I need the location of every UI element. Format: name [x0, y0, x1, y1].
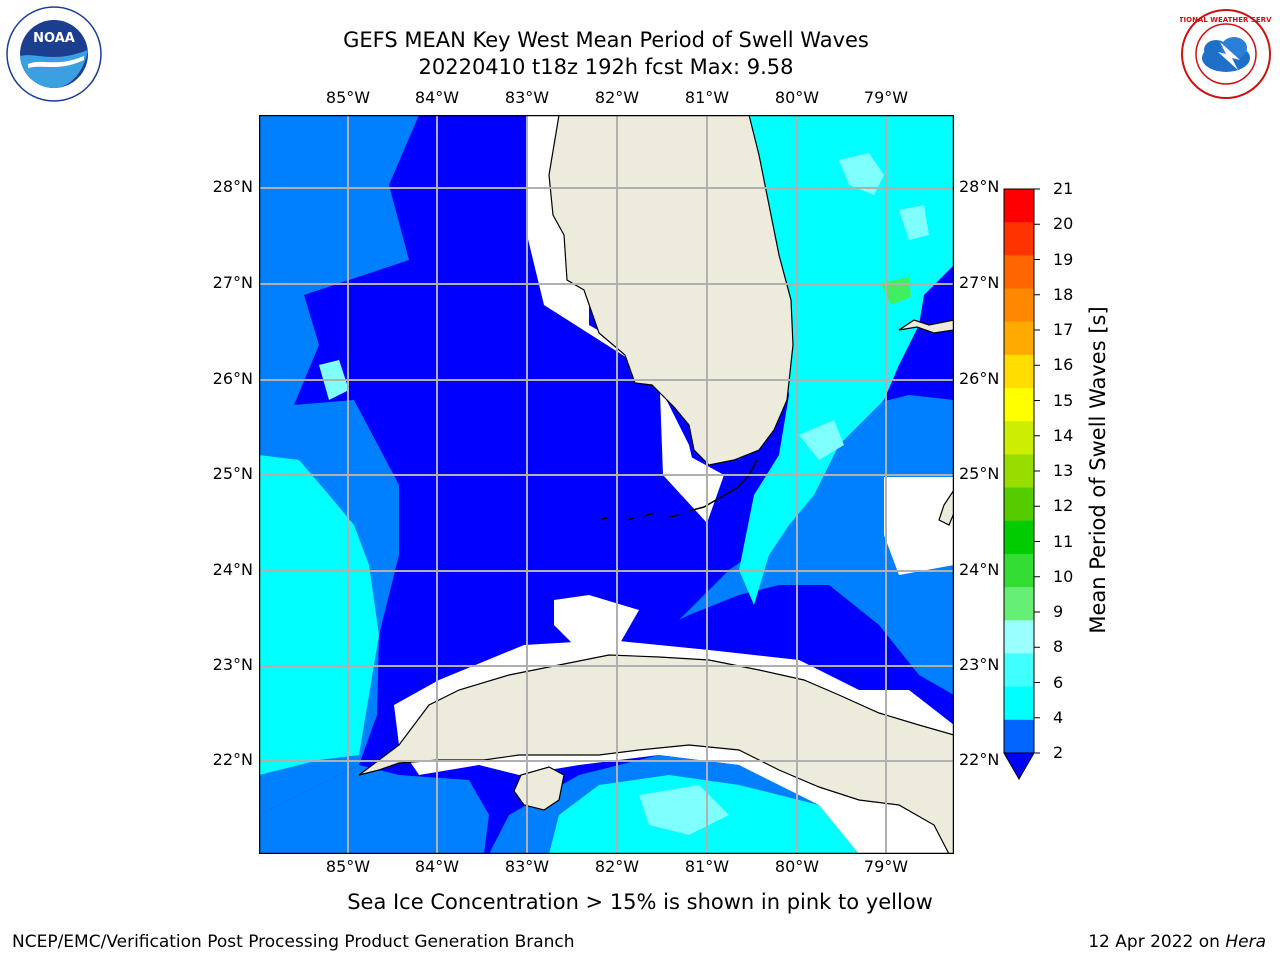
noaa-logo: NOAA — [6, 6, 102, 102]
colorbar-tick-label: 19 — [1053, 249, 1074, 269]
colorbar-swatch — [1004, 587, 1034, 621]
lat-label-left: 27°N — [212, 273, 253, 292]
colorbar-swatch — [1004, 321, 1034, 356]
lat-label-right: 24°N — [959, 560, 1000, 579]
period-8-9-patch — [799, 420, 844, 460]
sea-ice-note: Sea Ice Concentration > 15% is shown in … — [347, 890, 933, 914]
lon-label-top: 85°W — [325, 88, 371, 107]
florida-land — [548, 115, 794, 466]
lon-label-bottom: 81°W — [684, 857, 730, 876]
colorbar-swatch — [1004, 487, 1034, 522]
keys-islets — [601, 512, 680, 521]
lon-label-top: 80°W — [774, 88, 820, 107]
swell-period-map — [259, 115, 954, 854]
lon-label-top: 82°W — [594, 88, 640, 107]
colorbar-tick-label: 18 — [1053, 284, 1074, 304]
colorbar-swatch — [1004, 454, 1034, 489]
noaa-logo-text: NOAA — [33, 31, 75, 46]
colorbar-swatch — [1004, 189, 1034, 223]
colorbar-swatch — [1004, 686, 1034, 721]
lat-label-left: 24°N — [212, 560, 253, 579]
colorbar-tick-label: 14 — [1053, 425, 1074, 445]
colorbar-tick-label: 21 — [1053, 179, 1074, 198]
colorbar-swatch — [1004, 354, 1034, 389]
colorbar-tick-label: 15 — [1053, 390, 1074, 410]
footer-branch: NCEP/EMC/Verification Post Processing Pr… — [12, 932, 575, 952]
colorbar-swatch — [1004, 222, 1034, 256]
florida-keys — [688, 459, 758, 512]
colorbar-tick-label: 11 — [1053, 531, 1074, 551]
lat-label-right: 25°N — [959, 464, 1000, 483]
lon-label-top: 81°W — [684, 88, 730, 107]
lat-label-left: 22°N — [212, 750, 253, 769]
lon-label-bottom: 85°W — [325, 857, 371, 876]
colorbar — [1003, 188, 1040, 781]
lon-label-bottom: 82°W — [594, 857, 640, 876]
colorbar-swatch — [1004, 553, 1034, 588]
map-grid — [259, 115, 954, 854]
colorbar-swatch — [1004, 653, 1034, 688]
colorbar-swatch — [1004, 421, 1034, 455]
chart-title: GEFS MEAN Key West Mean Period of Swell … — [343, 28, 869, 52]
colorbar-tick-label: 9 — [1053, 602, 1064, 621]
lat-label-left: 28°N — [212, 177, 253, 196]
colorbar-tick-label: 17 — [1053, 320, 1074, 339]
colorbar-swatch — [1004, 255, 1034, 290]
colorbar-tick-label: 6 — [1053, 672, 1064, 692]
chart-subtitle-run: 20220410 t18z 192h fcst Max: 9.58 — [418, 55, 794, 79]
cuba-land — [358, 654, 954, 854]
footer-host: Hera — [1225, 932, 1266, 952]
lat-label-right: 26°N — [959, 369, 1000, 388]
colorbar-tick-label: 13 — [1053, 461, 1074, 480]
map-frame — [259, 115, 954, 854]
bahamas-island — [938, 488, 954, 526]
period-6-8-atlantic — [739, 115, 954, 605]
period-8-9-patch — [899, 205, 929, 240]
lon-label-top: 84°W — [414, 88, 460, 107]
colorbar-tick-label: 4 — [1053, 707, 1064, 727]
lat-label-right: 27°N — [959, 273, 1000, 292]
lat-label-right: 23°N — [959, 655, 1000, 674]
masked-bahamas — [884, 477, 954, 575]
lat-label-left: 25°N — [212, 464, 253, 483]
colorbar-tick-label: 2 — [1053, 743, 1064, 762]
lon-label-top: 79°W — [863, 88, 909, 107]
lat-label-right: 22°N — [959, 750, 1000, 769]
colorbar-tick-label: 16 — [1053, 355, 1074, 375]
lon-label-bottom: 80°W — [774, 857, 820, 876]
colorbar-swatch — [1004, 520, 1034, 555]
footer-date-text: 12 Apr 2022 on — [1088, 932, 1226, 952]
lat-label-right: 28°N — [959, 177, 1000, 196]
colorbar-tick-label: 12 — [1053, 496, 1074, 516]
colorbar-tick-label: 20 — [1053, 214, 1074, 234]
nws-logo-text: NATIONAL WEATHER SERVICE — [1180, 16, 1272, 24]
lat-label-left: 23°N — [212, 655, 253, 674]
period-8-9-patch — [839, 153, 884, 195]
lon-label-top: 83°W — [504, 88, 550, 107]
colorbar-extend-triangle — [1003, 752, 1035, 781]
colorbar-label: Mean Period of Swell Waves [s] — [1086, 306, 1110, 634]
colorbar-swatch — [1004, 388, 1034, 422]
nws-logo: NATIONAL WEATHER SERVICE — [1168, 8, 1280, 100]
colorbar-swatch — [1004, 719, 1034, 754]
colorbar-tick-label: 8 — [1053, 637, 1064, 657]
colorbar-swatch — [1004, 620, 1034, 654]
lon-label-bottom: 79°W — [863, 857, 909, 876]
lon-label-bottom: 84°W — [414, 857, 460, 876]
bahamas-land — [898, 319, 954, 334]
footer-date: 12 Apr 2022 on Hera — [1088, 932, 1266, 952]
period-4-6-southwest — [259, 765, 489, 854]
colorbar-tick-label: 10 — [1053, 566, 1074, 586]
colorbar-swatch — [1004, 288, 1034, 323]
lat-label-left: 26°N — [212, 369, 253, 388]
lon-label-bottom: 83°W — [504, 857, 550, 876]
